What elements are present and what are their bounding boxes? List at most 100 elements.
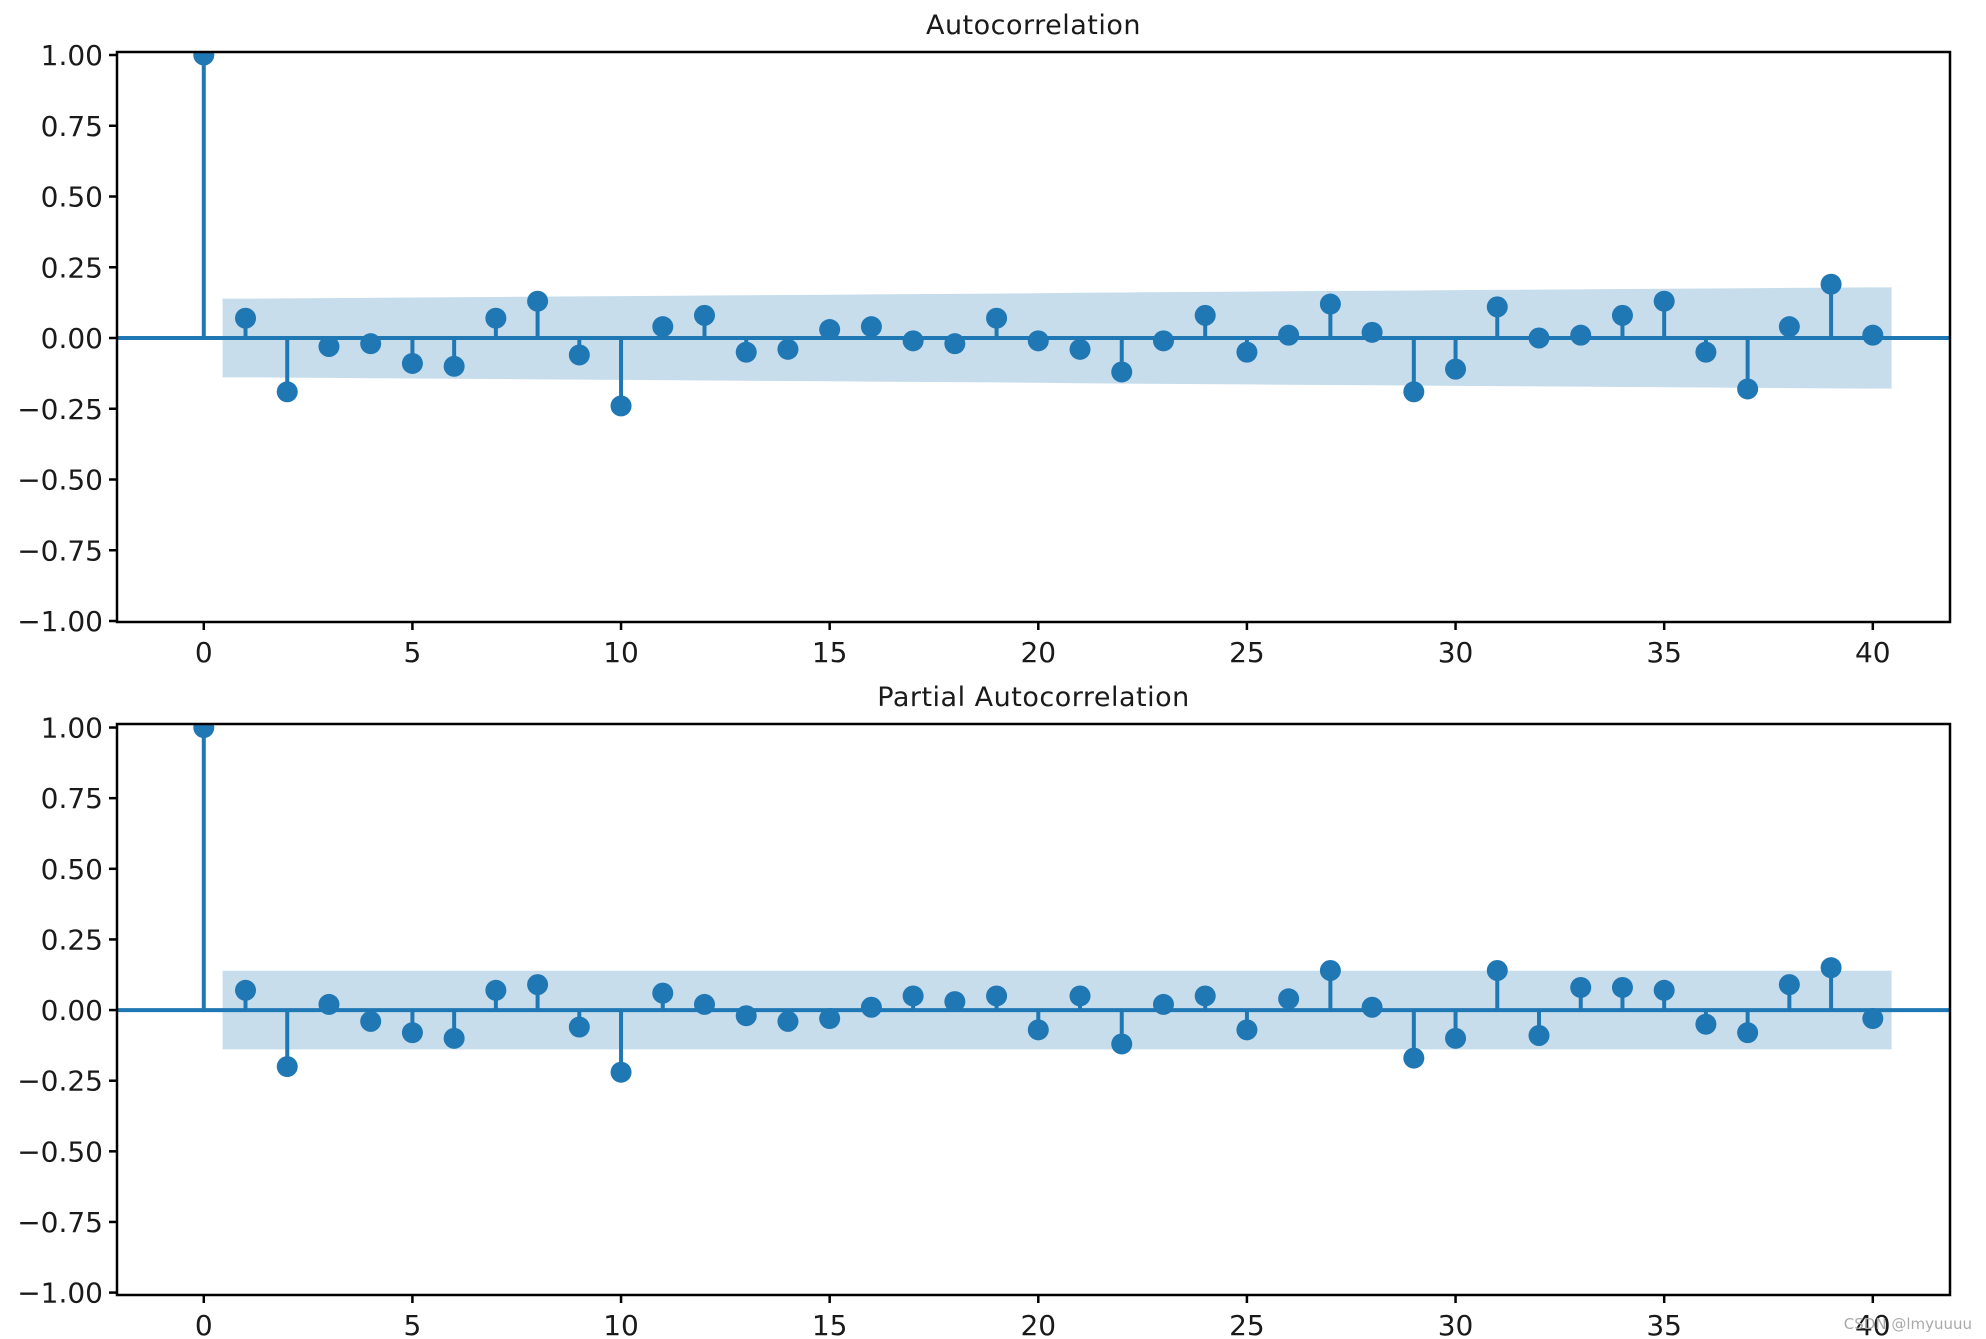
y-tick-label: −0.75 <box>17 1206 103 1239</box>
data-point <box>1653 979 1675 1001</box>
y-tick-label: 1.00 <box>41 39 103 72</box>
x-tick-label: 25 <box>1229 636 1265 669</box>
x-tick-label: 35 <box>1646 636 1682 669</box>
x-tick-label: 30 <box>1438 636 1474 669</box>
data-point <box>1319 293 1341 315</box>
data-point <box>1611 304 1633 326</box>
y-tick-label: 0.25 <box>41 251 103 284</box>
data-point <box>1695 341 1717 363</box>
data-point <box>693 993 715 1015</box>
data-point <box>1737 378 1759 400</box>
data-point <box>1528 1024 1550 1046</box>
data-point <box>819 319 841 341</box>
x-tick-label: 40 <box>1855 636 1891 669</box>
x-tick-label: 0 <box>195 1309 213 1339</box>
data-point <box>1778 974 1800 996</box>
data-point <box>1778 316 1800 338</box>
data-point <box>1528 327 1550 349</box>
data-point <box>1027 330 1049 352</box>
y-tick-label: −0.50 <box>17 464 103 497</box>
data-point <box>610 1061 632 1083</box>
data-point <box>819 1008 841 1030</box>
data-point <box>527 974 549 996</box>
acf-title: Autocorrelation <box>925 10 1142 41</box>
data-point <box>1486 960 1508 982</box>
data-point <box>1862 1008 1884 1030</box>
data-point <box>235 307 257 329</box>
data-point <box>860 996 882 1018</box>
data-point <box>1445 1027 1467 1049</box>
acf-axes: 0 5 10 15 20 25 30 35 40 1.00 0.75 0.50 0.25 0.00 −0.2… <box>17 39 1952 669</box>
data-point <box>1111 361 1133 383</box>
data-point <box>1236 1019 1258 1041</box>
y-tick-label: −0.25 <box>17 1065 103 1098</box>
data-point <box>193 724 215 739</box>
data-point <box>1152 330 1174 352</box>
pacf-title: Partial Autocorrelation <box>877 682 1190 713</box>
data-point <box>318 993 340 1015</box>
data-point <box>735 341 757 363</box>
y-tick-label: 0.50 <box>41 853 103 886</box>
data-point <box>1278 988 1300 1010</box>
data-point <box>986 985 1008 1007</box>
data-point <box>1403 1047 1425 1069</box>
y-tick-label: 0.00 <box>41 322 103 355</box>
data-point <box>568 1016 590 1038</box>
data-point <box>1820 273 1842 295</box>
x-tick-label: 20 <box>1020 636 1056 669</box>
data-point <box>777 1010 799 1032</box>
watermark: CSDN @lmyuuuu <box>1843 1315 1972 1333</box>
data-point <box>401 1022 423 1044</box>
x-tick-label: 5 <box>404 636 422 669</box>
y-tick-label: 0.50 <box>41 181 103 214</box>
pacf-axes: 0 5 10 15 20 25 30 35 40 1.00 0.75 0.50 0.25 0.00 −0.2… <box>17 712 1952 1339</box>
data-point <box>318 335 340 357</box>
data-point <box>276 381 298 403</box>
x-tick-label: 0 <box>195 636 213 669</box>
y-tick-label: 0.75 <box>41 110 103 143</box>
data-point <box>860 316 882 338</box>
data-point <box>1653 290 1675 312</box>
x-tick-label: 10 <box>603 1309 639 1339</box>
data-point <box>360 333 382 355</box>
data-point <box>1361 321 1383 343</box>
data-point <box>944 991 966 1013</box>
y-tick-label: −0.75 <box>17 534 103 567</box>
x-tick-label: 15 <box>812 1309 848 1339</box>
data-point <box>485 979 507 1001</box>
data-point <box>527 290 549 312</box>
x-tick-label: 25 <box>1229 1309 1265 1339</box>
data-point <box>360 1010 382 1032</box>
data-point <box>777 338 799 360</box>
y-tick-label: 0.00 <box>41 994 103 1027</box>
data-point <box>443 355 465 377</box>
data-point <box>944 333 966 355</box>
data-point <box>735 1005 757 1027</box>
data-point <box>1278 324 1300 346</box>
y-tick-label: −0.25 <box>17 393 103 426</box>
data-point <box>986 307 1008 329</box>
data-point <box>1570 976 1592 998</box>
y-tick-label: 0.25 <box>41 923 103 956</box>
plot-area <box>117 724 1950 1083</box>
data-point <box>401 352 423 374</box>
data-point <box>1862 324 1884 346</box>
data-point <box>902 985 924 1007</box>
data-point <box>235 979 257 1001</box>
data-point <box>1194 985 1216 1007</box>
data-point <box>1111 1033 1133 1055</box>
y-tick-label: −0.50 <box>17 1135 103 1168</box>
data-point <box>610 395 632 417</box>
x-tick-label: 40 <box>1855 1309 1891 1339</box>
data-point <box>1445 358 1467 380</box>
y-tick-label: −1.00 <box>17 605 103 638</box>
data-point <box>1611 976 1633 998</box>
data-point <box>1319 960 1341 982</box>
data-point <box>1403 381 1425 403</box>
data-point <box>1361 996 1383 1018</box>
plot-area <box>117 52 1950 417</box>
y-tick-label: 0.75 <box>41 782 103 815</box>
x-tick-label: 10 <box>603 636 639 669</box>
